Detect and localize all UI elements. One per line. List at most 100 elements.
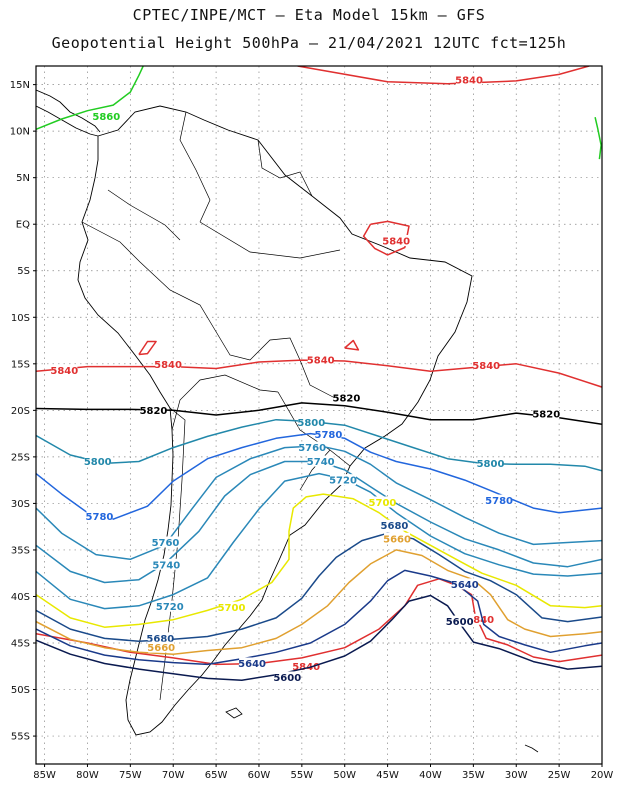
contour-5740: 5740 5740 xyxy=(36,455,602,584)
contour-label-5840: 5840 xyxy=(382,236,410,247)
contour-label-5860: 5860 xyxy=(92,112,120,123)
plot-frame xyxy=(35,65,603,765)
contour-label-5840: 5840 xyxy=(292,662,320,673)
contour-label-bg xyxy=(451,578,478,590)
contour-label-5660: 5660 xyxy=(147,643,175,654)
contour-label-bg xyxy=(51,364,78,376)
contour-5820: 5820 5820 5820 xyxy=(36,392,602,426)
contour-label-bg xyxy=(533,408,560,420)
contour-label-5820: 5820 xyxy=(333,394,361,405)
contour-label-5840: 5840 xyxy=(154,360,182,371)
lon-tick-label: 50W xyxy=(333,770,356,781)
chart-title-line1: CPTEC/INPE/MCT – Eta Model 15km – GFS xyxy=(132,6,486,24)
contour-label-5720: 5720 xyxy=(156,602,184,613)
contour-line-5660 xyxy=(36,549,602,655)
contour-label-bg xyxy=(148,641,175,653)
lat-tick-label: 15S xyxy=(11,359,30,370)
contour-line-5840 xyxy=(138,340,157,356)
lat-tick-label: 10S xyxy=(11,313,30,324)
contour-label-5760: 5760 xyxy=(298,443,326,454)
contour-5680: 5680 5680 xyxy=(36,519,602,645)
contour-line-5640 xyxy=(36,569,602,666)
contour-line-5780 xyxy=(36,432,602,520)
contour-line-5840 xyxy=(362,220,410,256)
contour-label-5840: 5840 xyxy=(455,75,483,86)
lon-tick-label: 40W xyxy=(419,770,442,781)
contour-label-bg xyxy=(446,615,473,627)
contour-line-5740 xyxy=(36,460,602,584)
contour-label-bg xyxy=(239,657,266,669)
contour-label-5800: 5800 xyxy=(297,418,325,429)
lat-tick-label: 40S xyxy=(11,592,30,603)
contour-label-5720: 5720 xyxy=(329,476,357,487)
coastline-central-america xyxy=(36,89,101,137)
lon-tick-label: 65W xyxy=(205,770,228,781)
lat-tick-label: 20S xyxy=(11,406,30,417)
contour-5660: 5660 5660 xyxy=(36,532,602,655)
contour-label-bg xyxy=(274,671,301,683)
contour-label-bg xyxy=(140,404,167,416)
contour-label-bg xyxy=(93,110,120,122)
contour-label-bg xyxy=(155,358,182,370)
lon-tick-label: 80W xyxy=(76,770,99,781)
contour-5700: 5700 5700 xyxy=(36,493,602,628)
lat-tick-label: 10N xyxy=(10,127,30,138)
lat-tick-label: 55S xyxy=(11,732,30,743)
lon-tick-label: 45W xyxy=(376,770,399,781)
contour-label-5840: 5840 xyxy=(472,361,500,372)
lon-tick-label: 70W xyxy=(162,770,185,781)
contour-label-5760: 5760 xyxy=(152,538,180,549)
contour-label-bg xyxy=(156,600,183,612)
contour-label-bg xyxy=(383,234,410,246)
contour-label-bg xyxy=(153,558,180,570)
contour-line-5840 xyxy=(36,578,602,666)
lon-tick-label: 25W xyxy=(548,770,571,781)
contour-label-bg xyxy=(86,510,113,522)
lat-tick-label: 5N xyxy=(16,173,30,184)
contour-label-bg xyxy=(486,494,513,506)
contour-label-5840: 5840 xyxy=(466,615,494,626)
contour-line-5800 xyxy=(36,418,602,472)
contour-label-bg xyxy=(147,632,174,644)
contour-line-5840 xyxy=(297,66,590,85)
contour-label-5740: 5740 xyxy=(307,457,335,468)
contour-label-5640: 5640 xyxy=(238,659,266,670)
lat-tick-label: 5S xyxy=(17,266,30,277)
contour-5720: 5720 5720 xyxy=(36,472,602,613)
contour-label-5800: 5800 xyxy=(84,457,112,468)
contour-label-5680: 5680 xyxy=(146,634,174,645)
contour-layer: 5860 5840 5840 5840 5840 5840 5840 5840 5840 5820… xyxy=(36,66,602,684)
contour-label-5820: 5820 xyxy=(532,410,560,421)
contour-line-5860 xyxy=(594,117,602,160)
falkland-islands xyxy=(225,707,243,719)
contour-label-5600: 5600 xyxy=(446,617,474,628)
contour-label-bg xyxy=(456,73,483,85)
lat-tick-label: 25S xyxy=(11,452,30,463)
contour-label-5780: 5780 xyxy=(485,496,513,507)
lat-tick-label: 30S xyxy=(11,499,30,510)
contour-label-bg xyxy=(315,428,342,440)
contour-label-bg xyxy=(218,601,245,613)
contour-label-bg xyxy=(307,455,334,467)
contour-label-5680: 5680 xyxy=(381,521,409,532)
lat-tick-label: 15N xyxy=(10,80,30,91)
contour-label-bg xyxy=(330,474,357,486)
contour-label-5600: 5600 xyxy=(273,673,301,684)
contour-label-bg xyxy=(477,457,504,469)
contour-label-5840: 5840 xyxy=(307,356,335,367)
contour-line-5860 xyxy=(36,66,144,130)
contour-5600: 5600 5600 xyxy=(36,594,602,684)
contour-5780: 5780 5780 5780 xyxy=(36,428,602,523)
lat-tick-label: 45S xyxy=(11,639,30,650)
lon-tick-label: 30W xyxy=(505,770,528,781)
contour-label-bg xyxy=(84,455,111,467)
contour-label-bg xyxy=(369,496,396,508)
lon-tick-label: 35W xyxy=(462,770,485,781)
contour-label-bg xyxy=(333,392,360,404)
contour-5840: 5840 5840 5840 5840 5840 5840 5840 5840 xyxy=(36,66,602,673)
contour-5800: 5800 5800 5800 xyxy=(36,416,602,472)
contour-label-bg xyxy=(307,354,334,366)
contour-label-bg xyxy=(467,613,494,625)
lon-tick-label: 75W xyxy=(119,770,142,781)
contour-label-bg xyxy=(381,519,408,531)
